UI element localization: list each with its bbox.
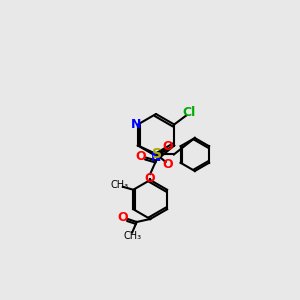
- Text: O: O: [163, 158, 173, 172]
- Text: S: S: [152, 148, 162, 161]
- Text: CH₃: CH₃: [123, 230, 141, 241]
- Text: O: O: [118, 211, 128, 224]
- Text: Cl: Cl: [183, 106, 196, 119]
- Text: O: O: [145, 172, 155, 185]
- Text: N: N: [151, 151, 161, 164]
- Text: O: O: [163, 140, 173, 154]
- Text: CH₃: CH₃: [110, 180, 128, 190]
- Text: O: O: [136, 149, 146, 163]
- Text: N: N: [131, 118, 142, 131]
